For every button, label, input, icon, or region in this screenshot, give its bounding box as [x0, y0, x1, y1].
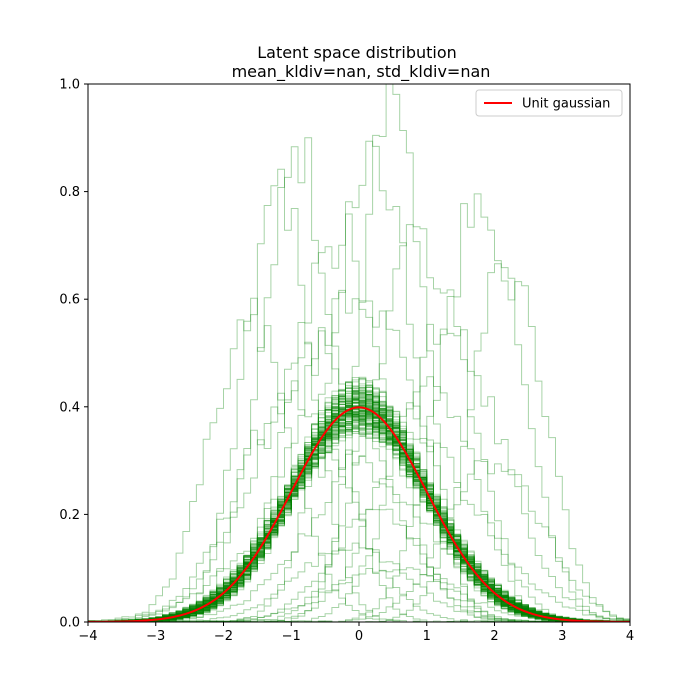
chart-title: Latent space distribution [257, 43, 457, 62]
latent-histogram [88, 396, 630, 622]
latent-histogram [88, 415, 630, 622]
latent-histogram [88, 387, 630, 622]
latent-histogram [88, 394, 630, 622]
latent-histogram [88, 384, 630, 622]
pdf-layer [88, 406, 630, 622]
latent-histogram [88, 376, 630, 622]
latent-histogram [88, 383, 630, 622]
x-tick-label: −4 [78, 629, 97, 644]
latent-histogram [88, 413, 630, 622]
y-axis: 0.0 0.2 0.4 0.6 0.8 1.0 [59, 78, 88, 631]
latent-histogram [88, 412, 630, 622]
latent-histogram [88, 386, 630, 622]
y-tick-label: 0.4 [59, 400, 80, 415]
latent-histogram [88, 391, 630, 622]
legend-label-unit-gaussian: Unit gaussian [522, 97, 610, 112]
latent-histogram [88, 408, 630, 622]
latent-histogram [88, 414, 630, 622]
latent-histogram [88, 382, 630, 622]
latent-histogram-outlier [88, 376, 630, 622]
latent-histogram [88, 402, 630, 622]
chart-subtitle: mean_kldiv=nan, std_kldiv=nan [232, 62, 491, 82]
x-tick-label: 0 [355, 629, 363, 644]
latent-histogram-outlier [88, 414, 630, 622]
latent-histogram [88, 387, 630, 622]
latent-histogram [88, 412, 630, 622]
latent-histogram-outlier [88, 380, 630, 622]
latent-histogram [88, 409, 630, 622]
latent-histogram-outlier [88, 84, 630, 622]
latent-histogram [88, 416, 630, 622]
latent-histogram-outlier [88, 460, 630, 622]
latent-histogram [88, 385, 630, 622]
latent-histogram-outlier [88, 330, 630, 622]
latent-histogram [88, 381, 630, 622]
latent-histogram [88, 378, 630, 622]
latent-histogram [88, 413, 630, 622]
latent-histogram [88, 379, 630, 622]
latent-histogram [88, 410, 630, 622]
latent-histogram [88, 384, 630, 622]
latent-histogram [88, 377, 630, 622]
latent-histogram-outlier [88, 449, 630, 622]
latent-histogram [88, 379, 630, 622]
latent-histogram [88, 388, 630, 622]
x-tick-label: 4 [626, 629, 634, 644]
y-tick-label: 0.8 [59, 185, 80, 200]
latent-histogram [88, 412, 630, 622]
latent-histogram [88, 386, 630, 622]
latent-histogram [88, 407, 630, 622]
x-tick-label: 2 [490, 629, 498, 644]
latent-histogram [88, 377, 630, 622]
latent-histogram [88, 408, 630, 622]
latent-histogram [88, 420, 630, 622]
latent-histogram [88, 412, 630, 622]
latent-histogram [88, 408, 630, 622]
legend: Unit gaussian [475, 89, 623, 117]
latent-histogram-outlier [88, 508, 630, 622]
x-axis: −4 −3 −2 −1 0 1 2 3 4 [78, 622, 634, 644]
latent-histogram [88, 394, 630, 622]
x-tick-label: −3 [146, 629, 165, 644]
latent-histogram-outlier [88, 542, 630, 622]
legend-box [475, 89, 623, 117]
plot-area [88, 84, 630, 622]
latent-histogram [88, 411, 630, 622]
latent-histogram [88, 404, 630, 622]
latent-histogram [88, 414, 630, 622]
x-tick-label: 3 [558, 629, 566, 644]
y-tick-label: 0.0 [59, 616, 80, 631]
latent-histogram [88, 411, 630, 622]
latent-histogram [88, 413, 630, 622]
x-tick-label: 1 [423, 629, 431, 644]
latent-histogram [88, 405, 630, 622]
latent-histogram [88, 390, 630, 622]
latent-histogram [88, 386, 630, 622]
x-tick-label: −2 [214, 629, 233, 644]
latent-histogram [88, 410, 630, 622]
x-tick-label: −1 [282, 629, 301, 644]
y-tick-label: 0.2 [59, 508, 80, 523]
latent-histogram [88, 419, 630, 622]
latent-histogram [88, 403, 630, 622]
y-tick-label: 1.0 [59, 78, 80, 93]
latent-histogram [88, 402, 630, 622]
latent-histogram [88, 416, 630, 622]
latent-histogram [88, 411, 630, 622]
latent-histogram [88, 411, 630, 622]
latent-histogram [88, 386, 630, 622]
latent-histogram [88, 394, 630, 622]
y-tick-label: 0.6 [59, 293, 80, 308]
latent-histogram [88, 407, 630, 622]
latent-histogram [88, 408, 630, 622]
latent-histogram [88, 412, 630, 622]
latent-histogram [88, 394, 630, 622]
latent-histogram [88, 385, 630, 622]
latent-histogram [88, 419, 630, 622]
unit-gaussian-line [88, 406, 630, 622]
